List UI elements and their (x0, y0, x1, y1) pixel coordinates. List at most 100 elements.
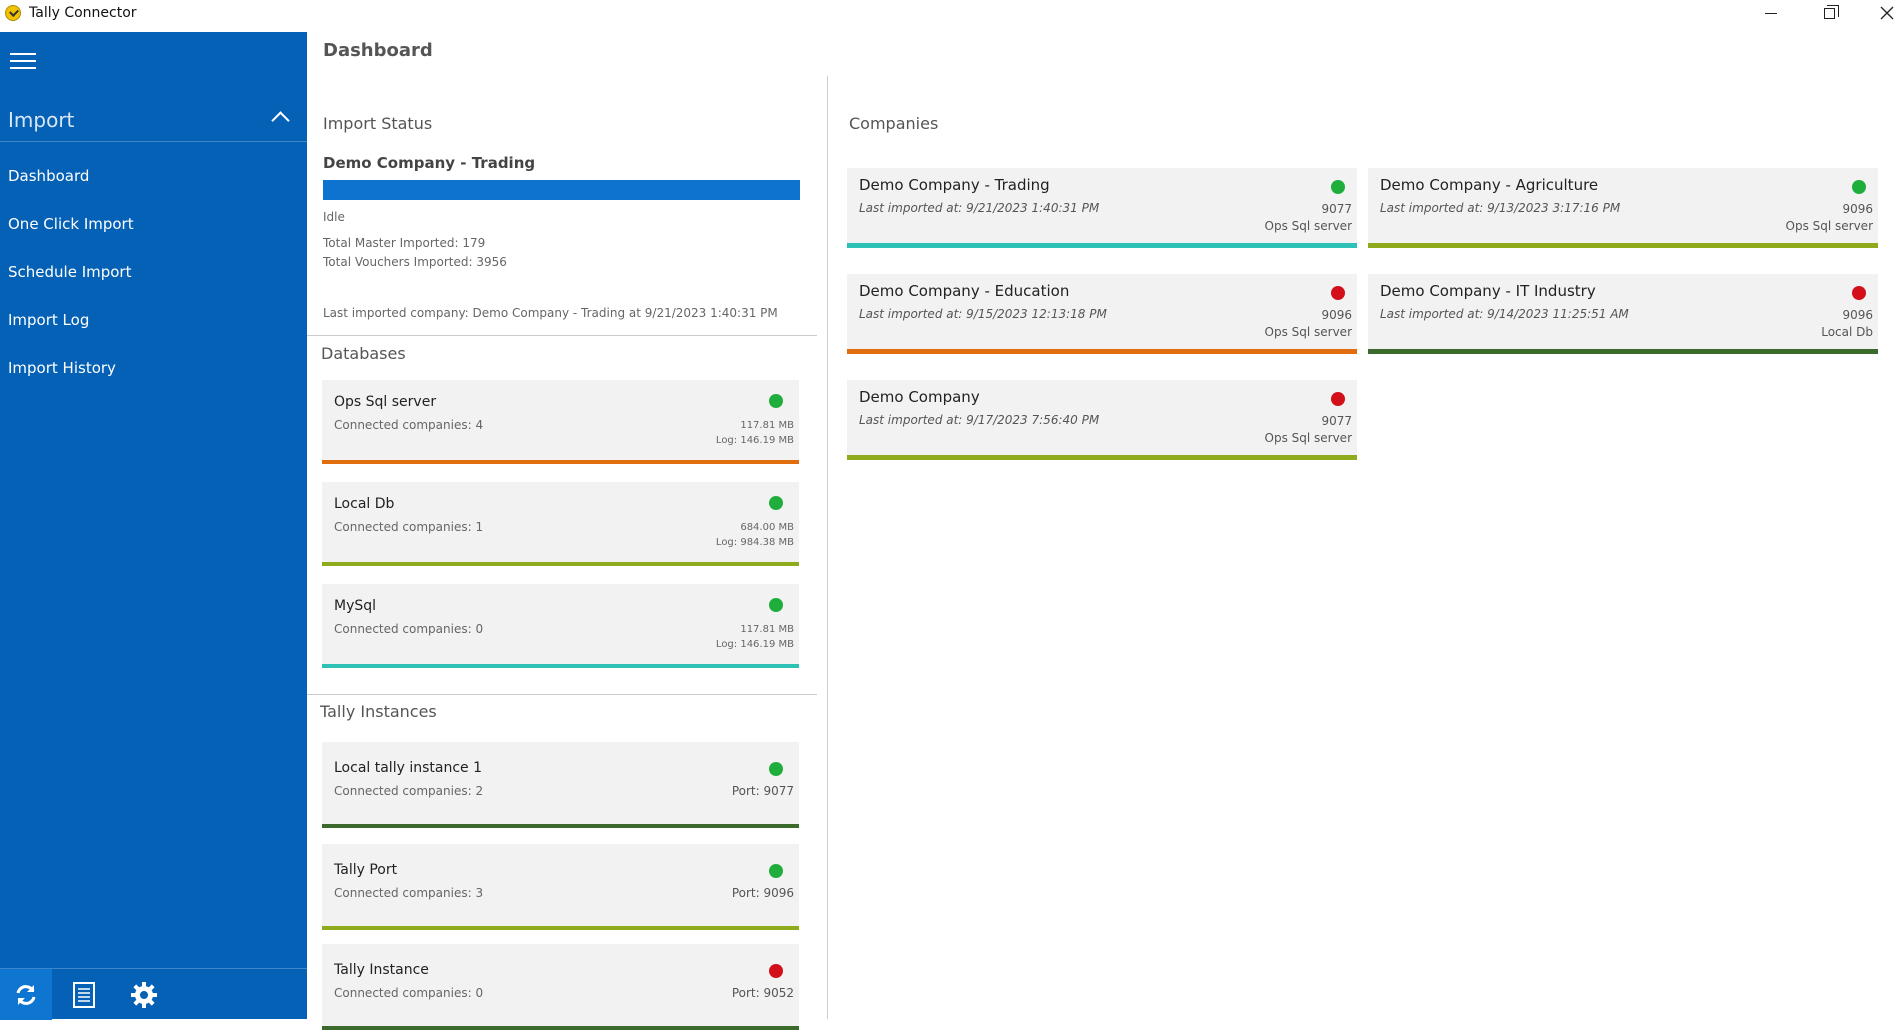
status-indicator (769, 394, 783, 408)
instance-color-bar (322, 926, 799, 930)
company-database: Ops Sql server (1264, 219, 1353, 233)
status-indicator (1331, 286, 1345, 300)
company-color-bar (847, 243, 1357, 248)
total-master: Total Master Imported: 179 (323, 236, 486, 250)
database-connected: Connected companies: 0 (334, 622, 484, 636)
sidebar-section-title: Import (8, 108, 75, 132)
database-card[interactable]: Ops Sql server Connected companies: 4 11… (322, 380, 799, 464)
close-button[interactable] (1864, 0, 1904, 26)
app-logo-icon (5, 5, 21, 21)
tally-instance-card[interactable]: Local tally instance 1 Connected compani… (322, 742, 799, 828)
database-card[interactable]: MySql Connected companies: 0 117.81 MB L… (322, 584, 799, 668)
company-color-bar (1368, 349, 1878, 354)
document-list-icon (73, 981, 95, 1008)
database-connected: Connected companies: 4 (334, 418, 484, 432)
status-indicator (769, 762, 783, 776)
settings-button[interactable] (118, 969, 170, 1020)
database-size: 117.81 MB Log: 146.19 MB (715, 624, 794, 650)
database-name: MySql (334, 598, 377, 614)
sidebar-section-import[interactable]: Import (0, 102, 307, 142)
title-bar: Tally Connector (0, 0, 1904, 26)
company-name: Demo Company - Education (859, 282, 1070, 300)
companies-label: Companies (849, 114, 939, 133)
company-last-imported: Last imported at: 9/15/2023 12:13:18 PM (859, 307, 1107, 321)
company-last-imported: Last imported at: 9/13/2023 3:17:16 PM (1380, 201, 1621, 215)
company-card[interactable]: Demo Company Last imported at: 9/17/2023… (847, 380, 1357, 460)
company-port: 9077 (1321, 202, 1352, 216)
restore-button[interactable] (1806, 0, 1852, 26)
database-name: Ops Sql server (334, 394, 437, 410)
chevron-up-icon[interactable] (271, 111, 290, 130)
sidebar-nav: Dashboard One Click Import Schedule Impo… (0, 152, 307, 392)
status-indicator (769, 964, 783, 978)
databases-label: Databases (321, 344, 406, 363)
hamburger-menu-icon[interactable] (10, 53, 36, 70)
company-port: 9096 (1842, 202, 1873, 216)
total-vouchers: Total Vouchers Imported: 3956 (323, 255, 507, 269)
sidebar-item-dashboard[interactable]: Dashboard (8, 167, 90, 185)
sidebar-toolbar (0, 968, 307, 1020)
sidebar-item-import-log[interactable]: Import Log (8, 311, 90, 329)
company-card[interactable]: Demo Company - IT Industry Last imported… (1368, 274, 1878, 354)
tally-instance-card[interactable]: Tally Instance Connected companies: 0 Po… (322, 944, 799, 1030)
company-last-imported: Last imported at: 9/21/2023 1:40:31 PM (859, 201, 1100, 215)
minimize-button[interactable] (1748, 0, 1794, 26)
company-port: 9096 (1842, 308, 1873, 322)
database-connected: Connected companies: 1 (334, 520, 484, 534)
instance-name: Local tally instance 1 (334, 760, 482, 776)
company-card[interactable]: Demo Company - Education Last imported a… (847, 274, 1357, 354)
database-name: Local Db (334, 496, 395, 512)
company-color-bar (1368, 243, 1878, 248)
import-status-company: Demo Company - Trading (323, 154, 536, 172)
company-last-imported: Last imported at: 9/14/2023 11:25:51 AM (1380, 307, 1629, 321)
database-card[interactable]: Local Db Connected companies: 1 684.00 M… (322, 482, 799, 566)
restore-icon (1823, 4, 1839, 19)
tally-instances-label: Tally Instances (320, 702, 437, 721)
company-name: Demo Company - Agriculture (1380, 176, 1599, 194)
minimize-icon (1765, 12, 1777, 14)
instance-connected: Connected companies: 2 (334, 784, 484, 798)
refresh-button[interactable] (0, 969, 52, 1020)
company-port: 9077 (1321, 414, 1352, 428)
tally-instance-card[interactable]: Tally Port Connected companies: 3 Port: … (322, 844, 799, 930)
divider (307, 694, 817, 695)
company-database: Ops Sql server (1264, 325, 1353, 339)
log-button[interactable] (58, 969, 110, 1020)
status-indicator (1331, 392, 1345, 406)
instance-color-bar (322, 1026, 799, 1030)
refresh-icon (16, 984, 36, 1005)
status-indicator (1852, 180, 1866, 194)
company-color-bar (847, 349, 1357, 354)
company-card[interactable]: Demo Company - Trading Last imported at:… (847, 168, 1357, 248)
left-column: Import Status Demo Company - Trading Idl… (307, 72, 817, 1030)
sidebar-item-schedule-import[interactable]: Schedule Import (8, 263, 132, 281)
sidebar-item-one-click-import[interactable]: One Click Import (8, 215, 134, 233)
status-indicator (769, 864, 783, 878)
sidebar-item-import-history[interactable]: Import History (8, 359, 116, 377)
company-port: 9096 (1321, 308, 1352, 322)
company-database: Local Db (1821, 325, 1873, 339)
company-name: Demo Company (859, 388, 980, 406)
instance-port: Port: 9052 (731, 986, 794, 1000)
instance-port: Port: 9077 (731, 784, 794, 798)
database-size: 117.81 MB Log: 146.19 MB (715, 420, 794, 446)
database-color-bar (322, 562, 799, 566)
import-totals: Total Master Imported: 179 Total Voucher… (323, 234, 507, 272)
right-column: Companies Demo Company - Trading Last im… (829, 72, 1904, 1019)
company-database: Ops Sql server (1785, 219, 1874, 233)
company-database: Ops Sql server (1264, 431, 1353, 445)
divider (307, 335, 817, 336)
company-last-imported: Last imported at: 9/17/2023 7:56:40 PM (859, 413, 1100, 427)
page-title: Dashboard (323, 40, 433, 61)
database-color-bar (322, 460, 799, 464)
company-card[interactable]: Demo Company - Agriculture Last imported… (1368, 168, 1878, 248)
gear-icon (131, 981, 157, 1008)
company-name: Demo Company - IT Industry (1380, 282, 1596, 300)
instance-port: Port: 9096 (731, 886, 794, 900)
window-title: Tally Connector (29, 5, 137, 21)
database-color-bar (322, 664, 799, 668)
database-size: 684.00 MB Log: 984.38 MB (715, 522, 794, 548)
company-color-bar (847, 455, 1357, 460)
sidebar: Import Dashboard One Click Import Schedu… (0, 32, 307, 1020)
instance-connected: Connected companies: 3 (334, 886, 484, 900)
